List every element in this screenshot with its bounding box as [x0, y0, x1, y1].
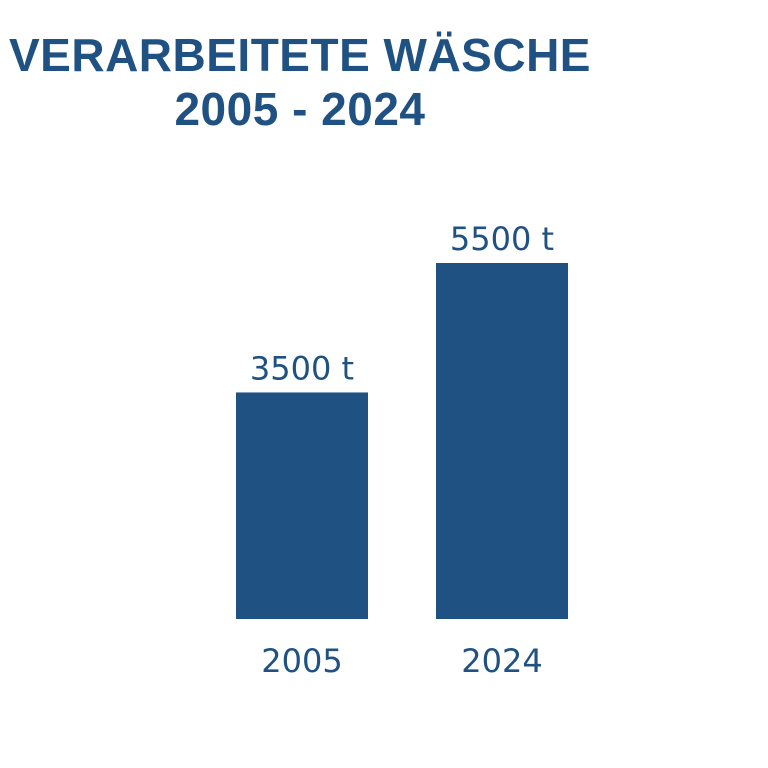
bar-2005	[236, 392, 368, 619]
value-label-2024: 5500 t	[450, 220, 554, 258]
bar-2024	[436, 263, 568, 619]
chart-title: VERARBEITETE WÄSCHE 2005 - 2024	[0, 28, 600, 136]
chart-title-line-1: VERARBEITETE WÄSCHE	[9, 29, 591, 81]
x-tick-label-2005: 2005	[261, 642, 342, 680]
x-tick-label-2024: 2024	[461, 642, 542, 680]
value-label-2005: 3500 t	[250, 349, 354, 387]
chart-title-line-2: 2005 - 2024	[174, 83, 426, 135]
